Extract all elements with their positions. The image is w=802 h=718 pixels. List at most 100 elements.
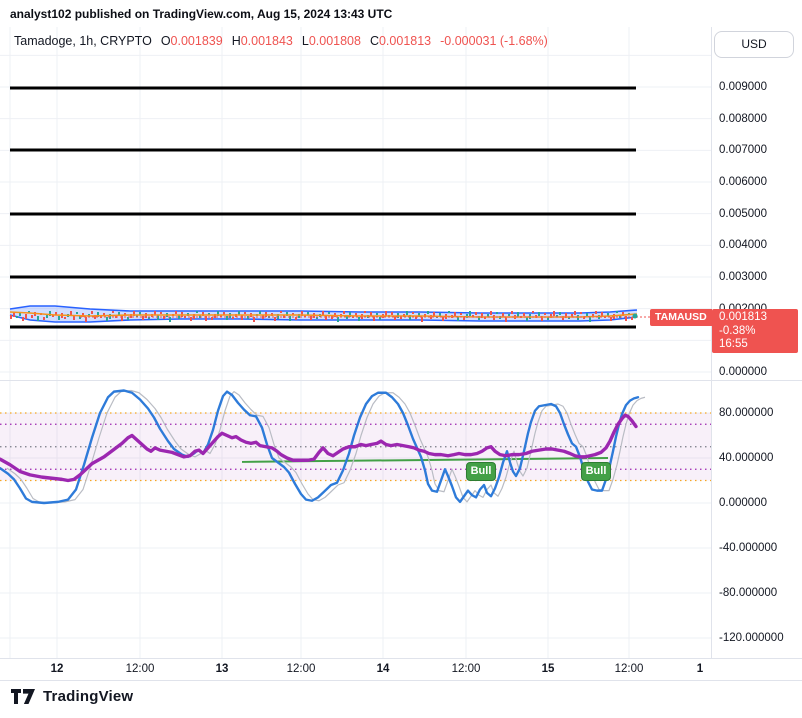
compressed-candle	[430, 315, 432, 319]
compressed-candle	[346, 315, 348, 319]
compressed-candle	[376, 313, 378, 315]
compressed-candle	[559, 312, 561, 315]
compressed-candle	[97, 312, 99, 317]
compressed-candle	[292, 313, 294, 315]
change-value: -0.000031 (-1.68%)	[440, 34, 548, 48]
compressed-candle	[358, 317, 360, 321]
compressed-candle	[88, 314, 90, 316]
compressed-candle	[511, 311, 513, 314]
ohlc-item: C0.001813	[369, 34, 432, 48]
compressed-candle	[601, 312, 603, 317]
chart-panes[interactable]	[0, 27, 711, 658]
compressed-candle	[220, 315, 222, 317]
bull-signal-badge: Bull	[581, 462, 611, 481]
compressed-candle	[364, 311, 366, 313]
compressed-candle	[487, 314, 489, 317]
compressed-candle	[22, 317, 24, 321]
compressed-candle	[337, 317, 339, 322]
compressed-candle	[427, 311, 429, 314]
compressed-candle	[517, 312, 519, 317]
compressed-candle	[175, 311, 177, 314]
price-axis-label: 0.004000	[719, 239, 767, 252]
compressed-candle	[508, 314, 510, 316]
compressed-candle	[463, 317, 465, 320]
compressed-candle	[85, 317, 87, 322]
compressed-candle	[124, 313, 126, 315]
compressed-candle	[142, 316, 144, 320]
compressed-candle	[202, 312, 204, 316]
compressed-candle	[16, 316, 18, 318]
compressed-candle	[592, 314, 594, 316]
compressed-candle	[589, 317, 591, 322]
price-axis-label: 0.009000	[719, 80, 767, 93]
price-axis-label: 0.005000	[719, 207, 767, 220]
compressed-candle	[478, 316, 480, 320]
time-axis-label: 14	[376, 663, 390, 675]
time-axis-label: 13	[215, 663, 229, 675]
compressed-candle	[472, 315, 474, 317]
time-axis-label: 12	[50, 663, 64, 675]
compressed-candle	[31, 315, 33, 318]
compressed-candle	[547, 317, 549, 320]
compressed-candle	[460, 313, 462, 315]
tradingview-brand-text: TradingView	[43, 688, 134, 705]
compressed-candle	[553, 311, 555, 316]
last-price-value: 0.001813	[719, 311, 767, 323]
fast-line-blue	[0, 389, 640, 505]
time-axis[interactable]: 12 12:00 13 12:00 14 12:00 15 12:00 1	[0, 658, 802, 681]
currency-toggle-button[interactable]: USD	[714, 31, 794, 58]
compressed-candle	[562, 316, 564, 320]
compressed-candle	[433, 312, 435, 317]
compressed-candle	[595, 311, 597, 314]
pane-separator[interactable]	[0, 380, 802, 381]
compressed-candle	[10, 315, 12, 319]
compressed-candle	[37, 316, 39, 321]
price-axis-label: 0.007000	[719, 144, 767, 157]
osc-axis-label: 80.000000	[719, 407, 774, 419]
compressed-candle	[301, 311, 303, 316]
bull-signal-badge: Bull	[466, 462, 496, 481]
compressed-candle	[208, 313, 210, 315]
time-axis-label: 15	[541, 663, 555, 675]
compressed-candle	[244, 312, 246, 314]
time-axis-label: 12:00	[614, 663, 644, 675]
compressed-candle	[469, 311, 471, 316]
compressed-candle	[295, 317, 297, 320]
compressed-candle	[490, 311, 492, 315]
compressed-candle	[625, 316, 627, 321]
compressed-candle	[55, 312, 57, 315]
tradingview-logo-icon	[11, 689, 35, 704]
price-axis[interactable]: USD 0.009000 0.008000 0.007000 0.006000 0.00…	[712, 27, 802, 681]
compressed-candle	[439, 313, 441, 316]
compressed-candle	[226, 316, 228, 320]
compressed-candle	[424, 314, 426, 316]
axis-divider	[711, 27, 712, 681]
tradingview-link[interactable]: TradingView	[10, 688, 133, 705]
compressed-candle	[91, 311, 93, 314]
signal-line-gray	[6, 389, 646, 504]
compressed-candle	[538, 312, 540, 316]
compressed-candle	[307, 312, 309, 315]
compressed-candle	[484, 317, 486, 319]
compressed-candle	[130, 314, 132, 318]
compressed-candle	[106, 317, 108, 321]
compressed-candle	[76, 312, 78, 314]
compressed-candle	[412, 312, 414, 314]
compressed-candle	[262, 315, 264, 319]
ohlc-item: H0.001843	[231, 34, 293, 48]
compressed-candle	[112, 311, 114, 313]
compressed-candle	[544, 313, 546, 315]
chart-legend[interactable]: Tamadoge, 1h, CRYPTO O0.001839 H0.001843 L…	[14, 34, 548, 48]
compressed-candle	[169, 317, 171, 322]
compressed-candle	[328, 312, 330, 314]
compressed-candle	[379, 317, 381, 320]
last-price-change: -0.38%	[719, 324, 756, 337]
compressed-candle	[631, 317, 633, 320]
compressed-candle	[571, 314, 573, 317]
compressed-candle	[394, 316, 396, 320]
compressed-candle	[49, 311, 51, 316]
compressed-candle	[223, 312, 225, 315]
compressed-candle	[391, 312, 393, 315]
compressed-candle	[148, 317, 150, 319]
compressed-candle	[586, 313, 588, 317]
